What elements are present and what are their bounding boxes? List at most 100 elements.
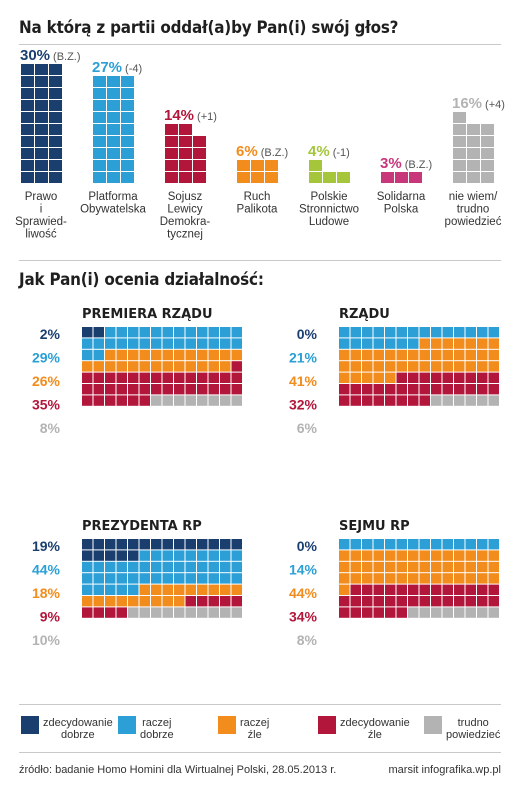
waffle-value-label: 34%: [289, 609, 318, 625]
bar-cell: [265, 160, 278, 171]
title-divider: [19, 44, 501, 45]
waffle-cell: [339, 584, 350, 595]
waffle-cell: [128, 327, 139, 338]
legend-swatch: [424, 716, 442, 734]
waffle-cell: [220, 372, 231, 383]
waffle-title: PREZYDENTA RP: [82, 519, 202, 534]
waffle-cell: [373, 361, 384, 372]
waffle-title: RZĄDU: [339, 307, 390, 322]
waffle-cell: [454, 395, 465, 406]
waffle-cell: [385, 372, 396, 383]
waffle-cell: [465, 349, 476, 361]
bar-cell: [251, 160, 264, 171]
bar-cell: [165, 172, 178, 183]
bar-cell: [35, 148, 48, 159]
waffle-cell: [197, 372, 208, 383]
bar-cell: [21, 148, 34, 159]
waffle-cell: [339, 327, 350, 338]
waffle-cell: [208, 607, 219, 618]
waffle-cell: [162, 573, 173, 584]
waffle-cell: [396, 607, 407, 618]
page-title: Na którą z partii oddał(a)by Pan(i) swój…: [19, 18, 399, 37]
waffle-cell: [197, 327, 208, 338]
waffle-cell: [162, 384, 173, 395]
waffle-cell: [442, 607, 453, 618]
waffle-cell: [408, 384, 419, 395]
waffle-cell: [151, 550, 162, 561]
waffle-cell: [431, 361, 442, 372]
waffle-cell: [231, 361, 242, 372]
waffle-cell: [408, 607, 419, 618]
bar-cell: [395, 172, 408, 183]
waffle-cell: [408, 573, 419, 584]
waffle-cell: [220, 384, 231, 395]
waffle-cell: [93, 596, 104, 607]
bar-cell: [453, 136, 466, 147]
waffle-cell: [373, 596, 384, 607]
waffle-cell: [442, 384, 453, 395]
waffle-cell: [396, 327, 407, 338]
waffle-cell: [93, 607, 104, 618]
waffle-cell: [431, 327, 442, 338]
waffle-cell: [93, 584, 104, 595]
bar-cell: [93, 112, 106, 123]
party-bar: [309, 160, 350, 183]
waffle-cell: [93, 338, 104, 349]
waffle-cell: [396, 395, 407, 406]
waffle-cell: [197, 561, 208, 573]
bar-cell: [467, 172, 480, 183]
waffle-cell: [339, 372, 350, 383]
waffle-cell: [431, 596, 442, 607]
waffle-cell: [385, 539, 396, 550]
waffle-cell: [151, 573, 162, 584]
bar-cell: [35, 172, 48, 183]
waffle-cell: [185, 596, 196, 607]
waffle-cell: [419, 584, 430, 595]
waffle-cell: [82, 550, 93, 561]
waffle-cell: [339, 384, 350, 395]
waffle-cell: [174, 539, 185, 550]
waffle-cell: [105, 584, 116, 595]
waffle-cell: [197, 361, 208, 372]
waffle-cell: [139, 561, 150, 573]
waffle-value-label: 6%: [297, 420, 318, 436]
waffle-cell: [350, 349, 361, 361]
waffle-cell: [373, 607, 384, 618]
waffle-cell: [465, 539, 476, 550]
bar-change: (-1): [333, 147, 350, 159]
bar-value-label: 6% (B.Z.): [236, 143, 288, 160]
bar-cell: [467, 160, 480, 171]
bar-cell: [453, 172, 466, 183]
waffle-cell: [465, 384, 476, 395]
bar-cell: [179, 148, 192, 159]
bar-category-label: nie wiem/trudno powiedzieć: [445, 191, 502, 228]
waffle-cell: [162, 550, 173, 561]
credit-note: marsit infografika.wp.pl: [388, 764, 502, 776]
bar-cell: [481, 160, 494, 171]
waffle-cell: [477, 584, 488, 595]
waffle-cell: [197, 349, 208, 361]
waffle-cell: [185, 539, 196, 550]
footer-divider: [19, 752, 501, 753]
bar-cell: [481, 148, 494, 159]
waffle-cell: [82, 327, 93, 338]
bar-cell: [107, 172, 120, 183]
bar-cell: [237, 172, 250, 183]
waffle-value-label: 29%: [32, 350, 61, 366]
waffle-cell: [105, 338, 116, 349]
waffle-cell: [151, 561, 162, 573]
waffle-cell: [139, 338, 150, 349]
bar-cell: [93, 172, 106, 183]
waffle-cell: [385, 395, 396, 406]
waffle-cell: [362, 584, 373, 595]
waffle-cell: [454, 584, 465, 595]
source-note: źródło: badanie Homo Homini dla Wirtualn…: [19, 764, 337, 776]
waffle-cell: [477, 372, 488, 383]
waffle-cell: [396, 573, 407, 584]
waffle-cell: [82, 561, 93, 573]
waffle-cell: [396, 550, 407, 561]
waffle-value-label: 32%: [289, 397, 318, 413]
waffle-cell: [488, 584, 499, 595]
waffle-cell: [488, 596, 499, 607]
waffle-cell: [93, 573, 104, 584]
